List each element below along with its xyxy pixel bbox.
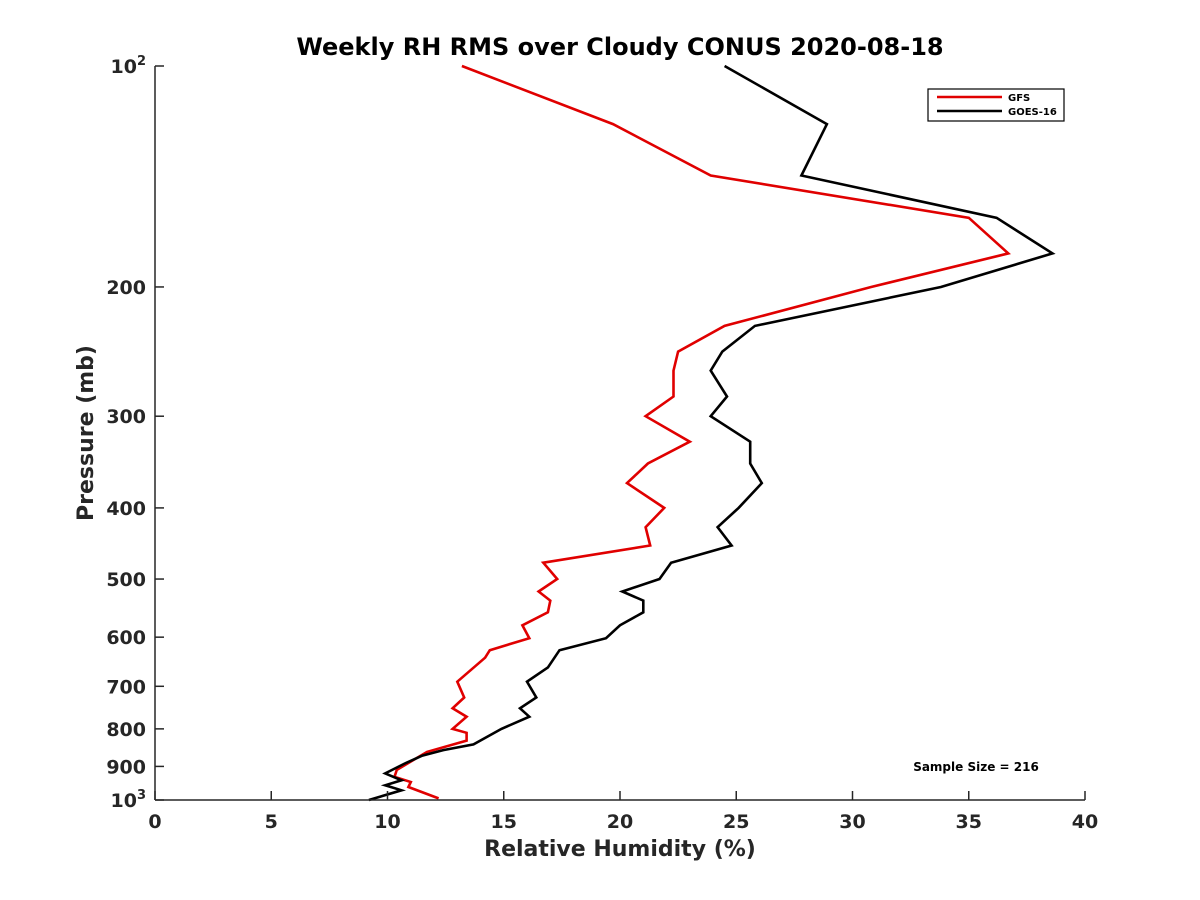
sample-size-annotation: Sample Size = 216 — [913, 760, 1039, 774]
x-tick-label: 10 — [374, 811, 400, 833]
legend-box — [927, 88, 1065, 122]
series-line-goes-16 — [368, 64, 1056, 802]
y-tick-label: 500 — [106, 569, 146, 591]
plot-series — [368, 64, 1056, 802]
x-axis-label: Relative Humidity (%) — [484, 837, 756, 862]
chart-title: Weekly RH RMS over Cloudy CONUS 2020-08-… — [296, 33, 943, 61]
y-tick-label: 200 — [106, 277, 146, 299]
x-tick-label: 25 — [723, 811, 749, 833]
axes — [154, 66, 1085, 801]
y-tick-label: 102 — [111, 54, 147, 78]
y-tick-label: 700 — [106, 676, 146, 698]
y-ticks: 102 200 300 400 500 600 700 800 900 103 — [106, 54, 164, 812]
y-tick-label: 103 — [111, 788, 147, 812]
x-tick-label: 0 — [148, 811, 161, 833]
x-tick-label: 20 — [607, 811, 633, 833]
y-tick-label: 400 — [106, 498, 146, 520]
x-tick-label: 35 — [956, 811, 982, 833]
x-tick-label: 40 — [1072, 811, 1098, 833]
legend-label-goes-16: GOES-16 — [1008, 107, 1057, 118]
legend-label-gfs: GFS — [1008, 93, 1030, 104]
x-tick-label: 30 — [839, 811, 865, 833]
y-tick-label: 800 — [106, 719, 146, 741]
y-tick-label: 300 — [106, 406, 146, 428]
x-ticks: 0 5 10 15 20 25 30 35 40 — [148, 791, 1098, 833]
legend: GFS GOES-16 — [927, 88, 1065, 122]
y-axis-label: Pressure (mb) — [74, 345, 99, 521]
y-tick-label: 600 — [106, 627, 146, 649]
series-line-gfs — [392, 64, 1011, 800]
x-tick-label: 5 — [265, 811, 278, 833]
x-tick-label: 15 — [491, 811, 517, 833]
y-tick-label: 900 — [106, 756, 146, 778]
